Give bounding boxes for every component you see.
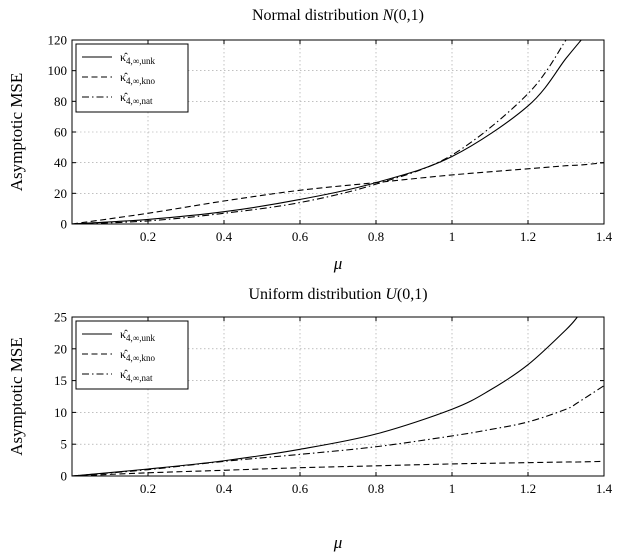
y-tick-label: 60 — [54, 125, 67, 140]
legend-label-sub: 4,∞,unk — [126, 333, 155, 343]
y-tick-label: 100 — [48, 63, 68, 78]
legend-label: κ̂4,∞,unk — [120, 327, 155, 343]
plot-frame — [71, 39, 605, 225]
x-tick-label: 1.4 — [596, 481, 613, 496]
legend-box — [75, 43, 189, 113]
series-line-kno — [72, 460, 604, 476]
legend-label: κ̂4,∞,nat — [120, 367, 153, 383]
legend-label-sub: 4,∞,kno — [126, 76, 155, 86]
series-line-unk — [72, 317, 578, 476]
legend-label-base: κ̂ — [120, 50, 128, 64]
y-tick-label: 80 — [54, 94, 67, 109]
y-tick-label: 0 — [61, 217, 68, 232]
y-tick-label: 40 — [54, 155, 67, 170]
chart-title: Normal distribution N(0,1) — [252, 7, 424, 24]
legend-label-sub: 4,∞,nat — [126, 96, 153, 106]
legend-box — [75, 320, 189, 390]
x-tick-label: 0.4 — [216, 481, 233, 496]
y-tick-label: 0 — [61, 469, 68, 484]
legend-label-sub: 4,∞,nat — [126, 373, 153, 383]
x-axis-label: μ — [333, 533, 343, 552]
y-tick-label: 15 — [54, 373, 67, 388]
normal-distribution-panel: 0.2 0.4 0.6 0.8 1 1.2 1.4020406080100120κ̂4,∞,… — [7, 7, 613, 273]
legend-label-base: κ̂ — [120, 327, 128, 341]
x-tick-label: 1.4 — [596, 229, 613, 244]
chart-title-math: N — [382, 7, 395, 24]
x-tick-label: 1 — [449, 481, 456, 496]
y-tick-label: 20 — [54, 341, 67, 356]
chart-title-main: Uniform distribution — [248, 286, 385, 303]
legend-label-base: κ̂ — [120, 70, 128, 84]
x-tick-label: 0.8 — [368, 481, 384, 496]
x-tick-label: 0.4 — [216, 229, 233, 244]
y-axis-label: Asymptotic MSE — [7, 337, 26, 456]
legend-label: κ̂4,∞,kno — [120, 347, 155, 363]
x-tick-label: 1.2 — [520, 481, 536, 496]
y-tick-label: 5 — [61, 437, 68, 452]
legend-label-sub: 4,∞,unk — [126, 56, 155, 66]
legend-label: κ̂4,∞,nat — [120, 90, 153, 106]
legend-label-base: κ̂ — [120, 90, 128, 104]
x-tick-label: 0.6 — [292, 229, 309, 244]
chart-title-math: U — [385, 286, 398, 303]
y-tick-label: 25 — [54, 310, 67, 325]
chart-title-args: (0,1) — [393, 7, 424, 24]
x-tick-label: 0.2 — [140, 481, 156, 496]
legend-label-sub: 4,∞,kno — [126, 353, 155, 363]
x-axis-label: μ — [333, 254, 343, 273]
x-tick-label: 0.8 — [368, 229, 384, 244]
x-tick-label: 0.2 — [140, 229, 156, 244]
y-tick-label: 10 — [54, 405, 67, 420]
series-line-kno — [72, 162, 604, 224]
legend-label: κ̂4,∞,kno — [120, 70, 155, 86]
x-tick-label: 1 — [449, 229, 456, 244]
legend-label-base: κ̂ — [120, 367, 128, 381]
y-tick-label: 20 — [54, 186, 67, 201]
legend-label-base: κ̂ — [120, 347, 128, 361]
legend-label: κ̂4,∞,unk — [120, 50, 155, 66]
y-tick-label: 120 — [48, 33, 68, 48]
chart-title: Uniform distribution U(0,1) — [248, 286, 427, 303]
plot-frame — [71, 316, 605, 477]
chart-title-args: (0,1) — [397, 286, 428, 303]
x-tick-label: 0.6 — [292, 481, 309, 496]
x-tick-label: 1.2 — [520, 229, 536, 244]
series-line-nat — [72, 40, 567, 224]
uniform-distribution-panel: 0.2 0.4 0.6 0.8 1 1.2 1.40510152025κ̂4,∞,unkκ̂… — [7, 286, 613, 552]
series-line-nat — [72, 385, 604, 476]
chart-title-main: Normal distribution — [252, 7, 383, 24]
y-axis-label: Asymptotic MSE — [7, 73, 26, 192]
